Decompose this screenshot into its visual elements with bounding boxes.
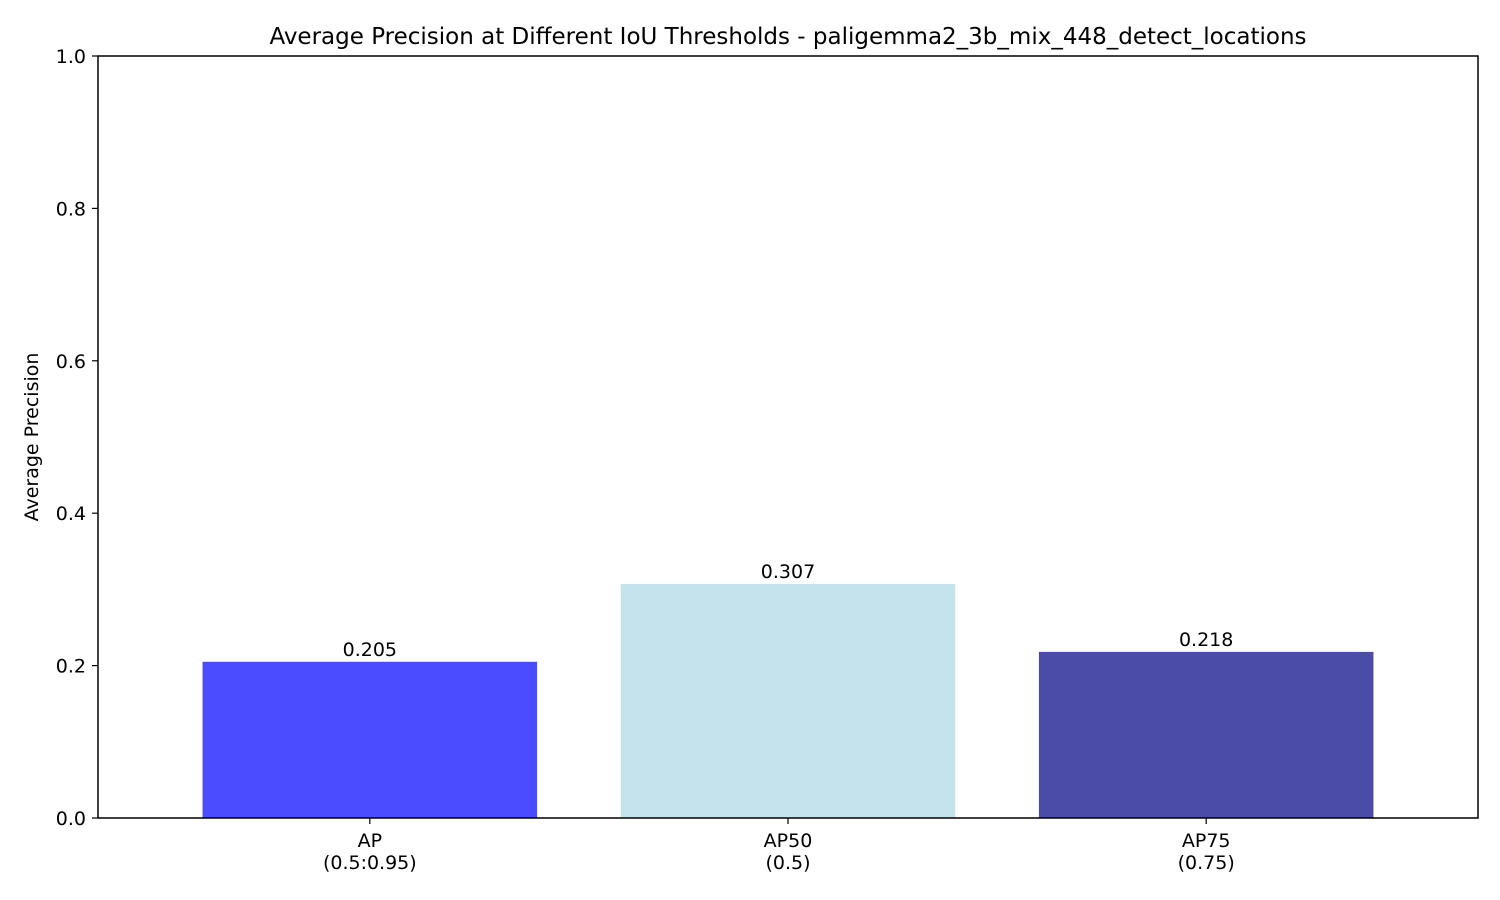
x-tick-label: (0.75) bbox=[1178, 852, 1235, 874]
y-tick-label: 0.4 bbox=[56, 503, 86, 525]
y-tick-label: 0.2 bbox=[56, 656, 86, 678]
bar-value-label: 0.307 bbox=[761, 561, 815, 583]
x-tick-label: AP50 bbox=[764, 830, 813, 852]
y-tick-label: 1.0 bbox=[56, 46, 86, 68]
y-axis-label: Average Precision bbox=[21, 353, 43, 522]
bar bbox=[202, 661, 538, 818]
y-tick-label: 0.0 bbox=[56, 808, 86, 830]
y-axis-ticks: 0.0 0.2 0.4 0.6 0.8 1.0 bbox=[56, 46, 98, 830]
plot-frame bbox=[97, 55, 1479, 819]
bars-group bbox=[202, 584, 1374, 818]
bar-value-label: 0.218 bbox=[1179, 629, 1233, 651]
chart-title: Average Precision at Different IoU Thres… bbox=[269, 24, 1306, 50]
bar bbox=[620, 584, 956, 818]
x-tick-label: (0.5) bbox=[765, 852, 810, 874]
bar bbox=[1038, 651, 1374, 818]
x-axis-ticks: AP(0.5:0.95) AP50(0.5) AP75(0.75) bbox=[323, 818, 1235, 874]
x-tick-label: (0.5:0.95) bbox=[323, 852, 417, 874]
bar-value-label: 0.205 bbox=[343, 639, 397, 661]
y-tick-label: 0.8 bbox=[56, 198, 86, 220]
bar-value-labels: 0.205 0.307 0.218 bbox=[343, 561, 1234, 661]
x-tick-label: AP bbox=[358, 830, 382, 852]
y-tick-label: 0.6 bbox=[56, 351, 86, 373]
x-tick-label: AP75 bbox=[1182, 830, 1231, 852]
